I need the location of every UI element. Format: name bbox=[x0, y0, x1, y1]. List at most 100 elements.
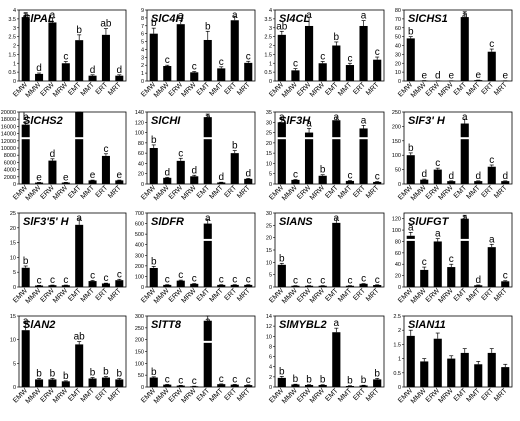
category-label: MMT bbox=[465, 387, 482, 404]
bar bbox=[61, 182, 70, 184]
category-label: ERT bbox=[480, 184, 495, 199]
significance-letter: c bbox=[246, 375, 251, 386]
bar bbox=[359, 25, 368, 82]
y-tick-label: 80 bbox=[395, 8, 401, 14]
category-label: MMT bbox=[80, 184, 97, 201]
chart-panel: 050100150200250300SlTT8bEMWcMMWcERWcMRWa… bbox=[135, 314, 256, 405]
y-tick-label: 5 bbox=[13, 361, 16, 367]
y-tick-label: 4 bbox=[141, 47, 144, 53]
category-label: MMW bbox=[410, 287, 428, 305]
significance-letter: b bbox=[279, 366, 285, 377]
y-tick-label: 4000 bbox=[4, 168, 16, 174]
significance-letter: a bbox=[279, 112, 285, 123]
category-label: MRW bbox=[437, 81, 455, 99]
y-tick-label: 0 bbox=[269, 285, 272, 291]
category-label: MRW bbox=[52, 81, 70, 99]
y-tick-label: 0.5 bbox=[393, 371, 401, 377]
y-tick-label: 20 bbox=[266, 141, 272, 147]
y-tick-label: 0 bbox=[398, 285, 401, 291]
significance-letter: a bbox=[435, 229, 441, 240]
panel-title: SlF3H bbox=[279, 115, 311, 127]
significance-letter: d bbox=[448, 171, 454, 182]
significance-letter: e bbox=[90, 170, 96, 181]
significance-letter: c bbox=[219, 374, 224, 385]
category-label: MMW bbox=[410, 387, 428, 405]
bar bbox=[149, 33, 158, 81]
category-label: ERT bbox=[95, 387, 110, 402]
significance-letter: a bbox=[334, 112, 340, 123]
bar bbox=[304, 384, 314, 387]
bar bbox=[406, 235, 415, 287]
bar bbox=[487, 247, 496, 287]
bar bbox=[345, 385, 355, 387]
bar bbox=[149, 377, 158, 387]
panel-title: SlMYBL2 bbox=[279, 319, 327, 331]
category-label: MRW bbox=[309, 287, 327, 305]
significance-letter: e bbox=[475, 70, 481, 81]
bar bbox=[217, 384, 226, 387]
y-tick-label: 2 bbox=[398, 328, 401, 334]
significance-letter: c bbox=[347, 276, 352, 287]
significance-letter: c bbox=[63, 51, 68, 62]
significance-letter: b bbox=[23, 112, 29, 123]
significance-letter: d bbox=[421, 169, 427, 180]
category-label: ERT bbox=[223, 184, 238, 199]
category-label: MMW bbox=[153, 81, 171, 99]
bar bbox=[230, 284, 239, 287]
bar bbox=[406, 335, 415, 387]
y-tick-label: 60 bbox=[138, 151, 144, 157]
axis-break bbox=[406, 238, 416, 241]
significance-letter: a bbox=[462, 10, 468, 21]
y-tick-label: 100 bbox=[135, 361, 144, 367]
axis-break bbox=[203, 137, 213, 140]
category-label: MMT bbox=[80, 387, 97, 404]
category-label: MMW bbox=[281, 287, 299, 305]
significance-letter: b bbox=[347, 376, 353, 387]
category-label: ERT bbox=[480, 81, 495, 96]
bar bbox=[447, 267, 456, 287]
category-label: ERT bbox=[95, 81, 110, 96]
panel-title: SlDFR bbox=[151, 216, 184, 228]
category-label: MMT bbox=[465, 81, 482, 98]
y-tick-label: 150 bbox=[135, 350, 144, 356]
bar bbox=[217, 284, 226, 287]
category-label: MMT bbox=[337, 387, 354, 404]
y-tick-label: 0 bbox=[269, 79, 272, 85]
significance-letter: a bbox=[76, 213, 82, 224]
y-tick-label: 0 bbox=[13, 79, 16, 85]
significance-letter: d bbox=[117, 65, 123, 76]
significance-letter: c bbox=[165, 55, 170, 66]
chart-panel: 0123456789SlC4HbEMWcMMWaERWcMRWbEMTcMMTa… bbox=[140, 8, 256, 99]
y-tick-label: 14 bbox=[266, 314, 272, 320]
y-tick-label: 3 bbox=[141, 55, 144, 61]
bar bbox=[21, 267, 30, 287]
plot-frame bbox=[18, 315, 127, 388]
category-label: MMT bbox=[208, 184, 225, 201]
bar bbox=[115, 280, 124, 287]
bar bbox=[230, 153, 239, 184]
bar bbox=[88, 281, 97, 287]
bar bbox=[101, 34, 110, 81]
bar bbox=[230, 20, 239, 82]
bar bbox=[176, 160, 185, 184]
y-tick-label: 4 bbox=[269, 8, 272, 14]
axis-break bbox=[74, 137, 84, 140]
chart-panel: 05101520253035SlF3HaEMWcMMWaERWbMRWaEMTc… bbox=[266, 110, 385, 202]
significance-letter: a bbox=[361, 11, 367, 22]
plot-frame bbox=[146, 111, 256, 185]
significance-letter: e bbox=[117, 170, 123, 181]
bar bbox=[474, 364, 483, 387]
category-label: MRW bbox=[437, 387, 455, 405]
y-tick-label: 20 bbox=[10, 226, 16, 232]
y-tick-label: 2 bbox=[13, 44, 16, 50]
significance-letter: c bbox=[50, 275, 55, 286]
y-tick-label: 20 bbox=[138, 172, 144, 178]
y-tick-label: 200 bbox=[135, 338, 144, 344]
significance-letter: b bbox=[151, 135, 157, 146]
y-tick-label: 8 bbox=[269, 344, 272, 350]
significance-letter: a bbox=[306, 10, 312, 21]
bar bbox=[291, 384, 300, 387]
y-tick-label: 1 bbox=[13, 61, 16, 67]
significance-letter: b bbox=[232, 141, 238, 152]
bar bbox=[35, 379, 44, 387]
